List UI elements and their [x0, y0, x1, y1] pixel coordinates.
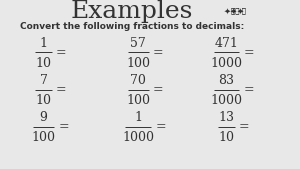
- Text: 1: 1: [134, 111, 142, 124]
- Text: 100: 100: [32, 131, 56, 144]
- Text: 10: 10: [35, 57, 52, 69]
- Text: 83: 83: [218, 74, 235, 87]
- Text: 1000: 1000: [211, 57, 242, 69]
- Text: ✦✦✦: ✦✦✦: [224, 6, 244, 16]
- Text: 471: 471: [214, 37, 239, 50]
- Text: =: =: [153, 46, 164, 59]
- Text: 100: 100: [126, 57, 150, 69]
- Text: 🐦🐦 🦢: 🐦🐦 🦢: [231, 8, 246, 14]
- Text: 13: 13: [218, 111, 235, 124]
- Text: 1000: 1000: [211, 94, 242, 107]
- Text: =: =: [153, 83, 164, 96]
- Text: =: =: [244, 46, 254, 59]
- Text: =: =: [155, 120, 166, 133]
- Text: 1000: 1000: [122, 131, 154, 144]
- Text: 100: 100: [126, 94, 150, 107]
- Text: 10: 10: [218, 131, 235, 144]
- Text: =: =: [244, 83, 254, 96]
- Text: =: =: [239, 120, 250, 133]
- Text: 57: 57: [130, 37, 146, 50]
- Text: 1: 1: [40, 37, 47, 50]
- Text: Examples: Examples: [71, 0, 193, 23]
- Text: =: =: [56, 83, 67, 96]
- Text: =: =: [58, 120, 69, 133]
- Text: =: =: [56, 46, 67, 59]
- Text: 70: 70: [130, 74, 146, 87]
- Text: 7: 7: [40, 74, 47, 87]
- Text: 9: 9: [40, 111, 47, 124]
- Text: Convert the following fractions to decimals:: Convert the following fractions to decim…: [20, 22, 244, 31]
- Text: 10: 10: [35, 94, 52, 107]
